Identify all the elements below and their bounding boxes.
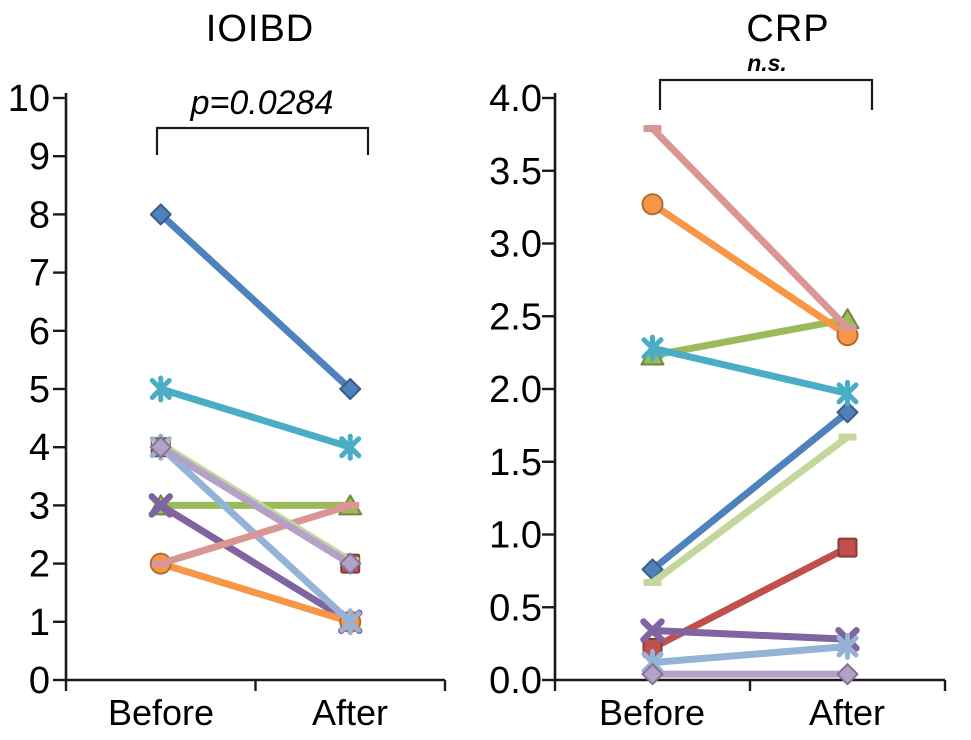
marker-patient-7-after <box>339 608 362 636</box>
xtick-label-crp-before: Before <box>598 692 706 733</box>
marker-patient-5-before <box>641 334 664 362</box>
y-tick-label: 4.0 <box>490 78 542 120</box>
marker-patient-8-before <box>643 125 662 133</box>
y-tick-label: 5 <box>29 369 50 411</box>
marker-patient-1-before <box>149 203 172 226</box>
series-line-patient-3 <box>649 315 851 360</box>
series-line-patient-8 <box>157 501 354 568</box>
y-tick-label: 1.0 <box>490 515 542 557</box>
marker-patient-1-after <box>339 378 362 400</box>
xtick-label-crp-after: After <box>808 692 886 733</box>
marker-patient-5-before <box>149 375 172 403</box>
y-tick-label: 3.0 <box>490 224 542 266</box>
marker-patient-9-before <box>643 579 662 587</box>
marker-patient-7-after <box>836 633 859 661</box>
marker-patient-10-after <box>339 552 362 575</box>
marker-patient-8-after <box>341 501 360 509</box>
y-tick-label: 3.5 <box>490 151 542 193</box>
significance-label-crp: n.s. <box>747 50 787 76</box>
y-tick-label: 2.5 <box>490 296 542 338</box>
marker-patient-4-before <box>640 618 665 643</box>
y-tick-label: 2 <box>29 544 50 586</box>
series-line-patient-6 <box>157 560 354 626</box>
series-line-patient-1 <box>157 210 354 393</box>
significance-bracket <box>658 78 874 110</box>
y-tick-label: 1 <box>29 602 50 644</box>
series-line-patient-9 <box>649 433 851 587</box>
y-tick-label: 10 <box>8 78 50 120</box>
series-line-patient-4 <box>649 627 851 643</box>
y-tick-label: 9 <box>29 136 50 178</box>
series-line-patient-10 <box>157 443 354 568</box>
series-line-patient-4 <box>157 501 354 626</box>
series-line-patient-1 <box>649 408 851 573</box>
y-tick-label: 0 <box>29 660 50 702</box>
marker-patient-1-after <box>836 401 859 424</box>
y-tick-label: 0.0 <box>490 660 542 702</box>
y-tick-label: 3 <box>29 485 50 527</box>
significance-label-ioibd: p=0.0284 <box>190 84 334 122</box>
marker-patient-10-after <box>836 663 859 686</box>
marker-patient-4-before <box>148 493 173 518</box>
series-line-patient-8 <box>649 125 851 332</box>
series-line-patient-5 <box>157 385 354 451</box>
marker-patient-5-after <box>836 379 859 407</box>
marker-patient-2-after <box>837 537 858 558</box>
marker-patient-10-before <box>149 436 172 459</box>
y-tick-label: 8 <box>29 194 50 236</box>
y-tick-label: 1.5 <box>490 442 542 484</box>
marker-patient-6-before <box>641 193 664 216</box>
series-line-patient-5 <box>649 344 851 397</box>
series-line-patient-6 <box>649 200 851 339</box>
series-line-patient-7 <box>649 643 851 667</box>
axis-lines <box>553 93 945 682</box>
chart-title-crp: CRP <box>746 8 830 50</box>
marker-patient-8-before <box>151 560 170 568</box>
xtick-label-ioibd-before: Before <box>107 692 215 733</box>
chart-title-ioibd: IOIBD <box>205 8 315 50</box>
significance-bracket <box>155 126 370 155</box>
y-tick-label: 0.5 <box>490 587 542 629</box>
y-tick-label: 2.0 <box>490 369 542 411</box>
y-tick-label: 7 <box>29 253 50 295</box>
chart-ioibd-plot: 0 1 2 3 4 5 6 7 8 9 10 <box>8 78 447 702</box>
marker-patient-5-after <box>339 433 362 461</box>
y-tick-label: 6 <box>29 311 50 353</box>
marker-patient-8-after <box>838 324 857 332</box>
marker-patient-10-before <box>641 663 664 686</box>
chart-crp-plot: 0.0 0.5 1.0 1.5 2.0 2.5 3.0 3.5 4.0 <box>490 78 947 702</box>
marker-patient-9-after <box>838 433 857 441</box>
xtick-label-ioibd-after: After <box>311 692 389 733</box>
y-tick-label: 4 <box>29 427 50 469</box>
